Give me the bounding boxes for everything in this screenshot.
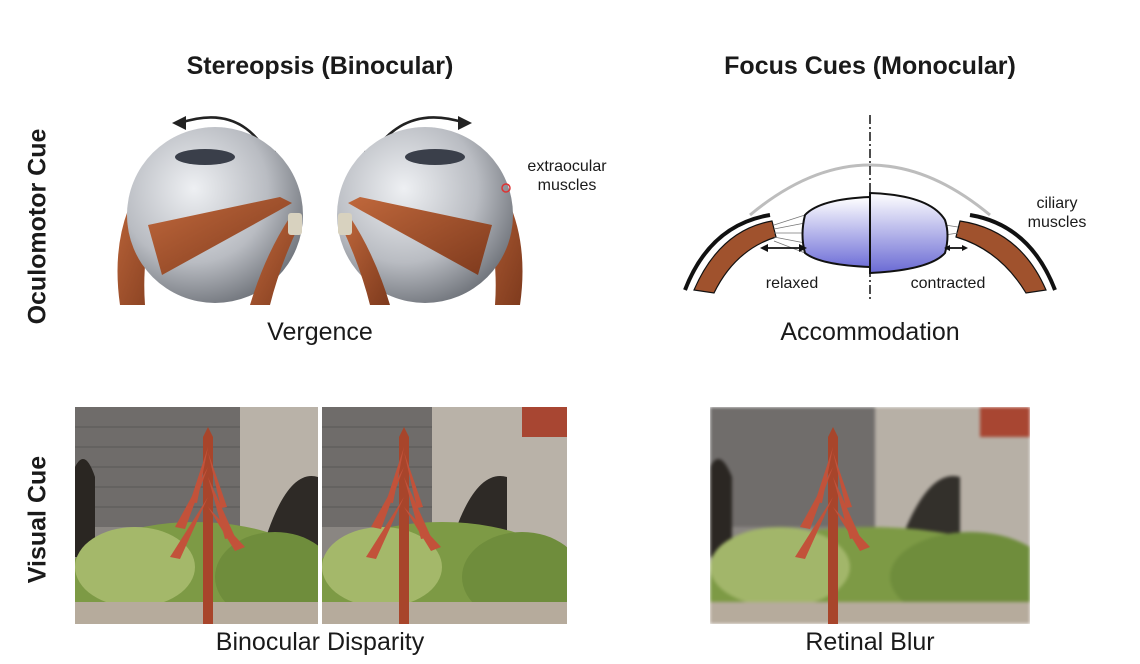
stereo-photo-right bbox=[322, 407, 567, 624]
stereo-photo-left bbox=[75, 407, 318, 624]
accommodation-lens-illustration bbox=[683, 115, 1057, 300]
right-eye bbox=[337, 127, 523, 305]
relaxed-label: relaxed bbox=[765, 275, 819, 292]
row-label-visual: Visual Cue bbox=[23, 455, 52, 584]
ciliary-label-line1: ciliary bbox=[1036, 195, 1078, 212]
caption-binocular-disparity: Binocular Disparity bbox=[215, 628, 425, 656]
ciliary-label-line2: muscles bbox=[1027, 214, 1087, 231]
row-label-oculomotor: Oculomotor Cue bbox=[23, 128, 52, 325]
lens-relaxed bbox=[801, 195, 871, 269]
left-eye bbox=[117, 127, 303, 305]
lens-contracted bbox=[869, 191, 949, 275]
contracted-label: contracted bbox=[910, 275, 986, 292]
extraocular-label-line1: extraocular bbox=[527, 158, 607, 175]
caption-vergence: Vergence bbox=[267, 318, 373, 346]
caption-retinal-blur: Retinal Blur bbox=[805, 628, 935, 656]
column-title-focus-cues: Focus Cues (Monocular) bbox=[724, 52, 1016, 80]
caption-accommodation: Accommodation bbox=[780, 318, 960, 346]
column-title-stereopsis: Stereopsis (Binocular) bbox=[186, 52, 454, 80]
vergence-eyes-illustration bbox=[117, 116, 523, 305]
retinal-blur-photo bbox=[710, 407, 1030, 624]
ciliary-muscle-right bbox=[955, 220, 1047, 294]
extraocular-label-line2: muscles bbox=[537, 177, 597, 194]
